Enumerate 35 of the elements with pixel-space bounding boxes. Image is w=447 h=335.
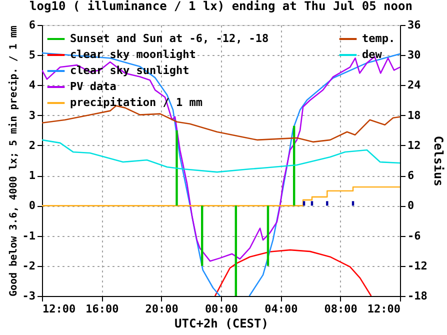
y-tick-label: -2 <box>22 259 36 272</box>
y-tick-label: 5 <box>28 48 36 62</box>
y2-tick-label: 18 <box>408 108 421 122</box>
y-axis-title: Good below 3.6, 4000 lx; 5 min precip. / 1 mm <box>7 26 20 296</box>
x-tick-label: 04:00 <box>264 302 298 316</box>
x-tick-label: 16:00 <box>86 302 119 316</box>
legend-label: PV data <box>70 80 116 93</box>
y2-tick-label: 12 <box>408 138 421 152</box>
y-tick-label: -3 <box>22 290 36 302</box>
y2-tick-label: -12 <box>408 259 428 272</box>
y2-axis-title: Celsius <box>431 136 446 186</box>
y2-tick-label: 0 <box>408 199 414 212</box>
y2-tick-label: 30 <box>408 48 421 62</box>
chart-title: log10 ( illuminance / 1 lx) ending at Thu Jul 05 noon <box>30 0 412 13</box>
y-tick-label: 4 <box>28 78 36 92</box>
y-tick-label: 3 <box>28 108 36 122</box>
y-tick-label: 0 <box>28 199 36 212</box>
x-tick-label: 12:00 <box>367 302 400 316</box>
y-tick-label: -1 <box>22 229 36 242</box>
legend-label: temp. <box>362 32 396 45</box>
x-tick-label: 20:00 <box>145 302 178 316</box>
y-tick-label: 6 <box>28 18 36 32</box>
y2-tick-label: 36 <box>408 18 422 32</box>
y2-tick-label: 6 <box>408 169 414 182</box>
x-tick-label: 00:00 <box>204 302 238 316</box>
x-tick-label: 08:00 <box>324 302 358 316</box>
y-tick-label: 2 <box>28 138 36 152</box>
y2-tick-label: -6 <box>408 229 422 242</box>
legend-label: dew <box>362 48 382 61</box>
y2-tick-label: 24 <box>408 78 422 92</box>
x-tick-label: 12:00 <box>42 302 76 316</box>
y2-tick-label: -18 <box>408 290 428 302</box>
x-axis-title: UTC+2h (CEST) <box>174 316 268 330</box>
legend-label: Sunset and Sun at -6, -12, -18 <box>70 32 269 45</box>
y-tick-label: 1 <box>28 169 36 182</box>
